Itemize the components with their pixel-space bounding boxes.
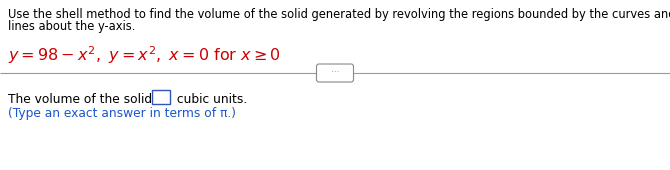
Text: lines about the y-axis.: lines about the y-axis. bbox=[8, 20, 135, 33]
Text: The volume of the solid is: The volume of the solid is bbox=[8, 93, 166, 106]
Text: Use the shell method to find the volume of the solid generated by revolving the : Use the shell method to find the volume … bbox=[8, 8, 670, 21]
Text: (Type an exact answer in terms of π.): (Type an exact answer in terms of π.) bbox=[8, 107, 236, 120]
Text: ···: ··· bbox=[331, 69, 339, 78]
FancyBboxPatch shape bbox=[316, 64, 354, 82]
FancyBboxPatch shape bbox=[152, 90, 170, 104]
Text: $y = 98 - x^{2}$$,\ y = x^{2}$$,\ x = 0\ \mathrm{for}\ x \geq 0$: $y = 98 - x^{2}$$,\ y = x^{2}$$,\ x = 0\… bbox=[8, 44, 281, 66]
Text: cubic units.: cubic units. bbox=[173, 93, 247, 106]
